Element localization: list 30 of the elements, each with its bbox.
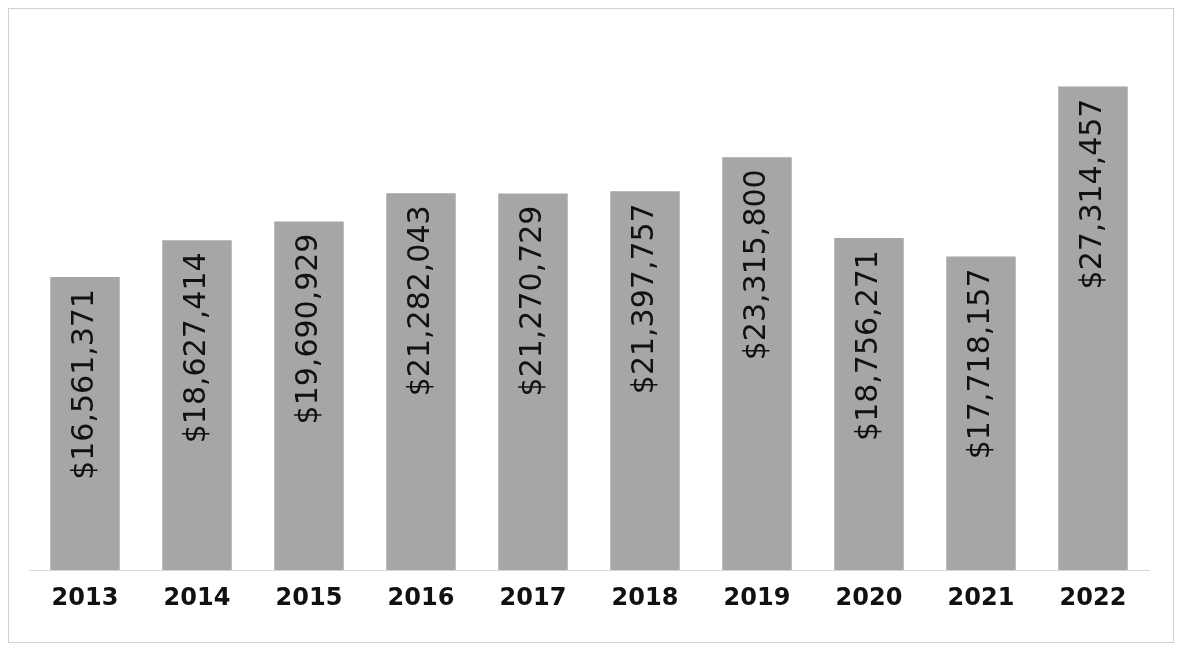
data-label: $21,397,757 — [624, 203, 660, 395]
x-tick-label: 2022 — [1059, 582, 1127, 611]
data-label: $16,561,371 — [64, 288, 100, 480]
x-tick-label: 2020 — [835, 582, 903, 611]
x-tick-label: 2014 — [163, 582, 231, 611]
data-label: $19,690,929 — [288, 233, 324, 425]
bar — [386, 193, 456, 571]
x-tick-label: 2013 — [51, 582, 119, 611]
data-label: $18,756,271 — [848, 250, 884, 441]
x-tick-label: 2017 — [499, 582, 567, 611]
data-label: $23,315,800 — [736, 169, 772, 361]
bar — [274, 221, 344, 571]
data-label: $17,718,157 — [960, 268, 996, 460]
bar — [722, 157, 792, 571]
bar — [946, 256, 1016, 571]
bar — [610, 191, 680, 571]
data-label: $21,282,043 — [400, 205, 436, 397]
x-tick-label: 2016 — [387, 582, 455, 611]
x-tick-label: 2018 — [611, 582, 679, 611]
bar — [50, 276, 120, 571]
x-tick-label: 2021 — [947, 582, 1015, 611]
x-tick-label: 2019 — [723, 582, 791, 611]
bar — [834, 238, 904, 571]
data-label: $21,270,729 — [512, 205, 548, 397]
bar — [1058, 86, 1128, 571]
x-tick-label: 2015 — [275, 582, 343, 611]
bar — [498, 193, 568, 571]
data-label: $18,627,414 — [176, 252, 212, 444]
data-label: $27,314,457 — [1072, 98, 1108, 290]
bar — [162, 240, 232, 571]
